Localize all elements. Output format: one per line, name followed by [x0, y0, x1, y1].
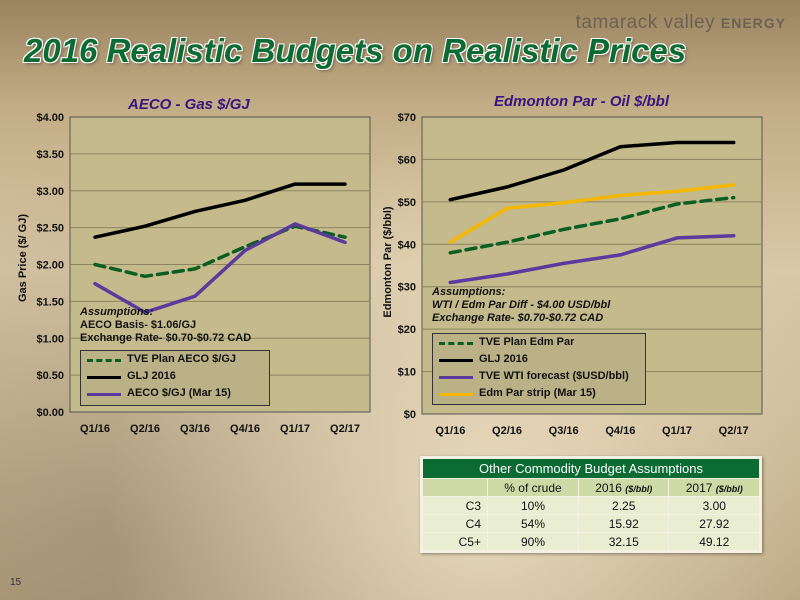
oil-legend: TVE Plan Edm Par GLJ 2016 TVE WTI foreca…: [432, 333, 646, 405]
table-header: % of crude: [487, 478, 579, 497]
gas-xtick-label: Q2/17: [330, 423, 360, 435]
gas-xtick-label: Q2/16: [130, 423, 160, 435]
oil-assumptions: Assumptions: WTI / Edm Par Diff - $4.00 …: [432, 286, 610, 325]
commodity-table: Other Commodity Budget Assumptions % of …: [420, 456, 762, 553]
legend-item: Edm Par strip (Mar 15): [433, 387, 645, 401]
gas-ytick-label: $2.50: [36, 223, 64, 235]
legend-item: GLJ 2016: [433, 353, 645, 367]
oil-xtick-label: Q4/16: [605, 425, 635, 437]
legend-swatch: [439, 376, 473, 379]
legend-item: GLJ 2016: [81, 370, 269, 384]
oil-series-line-2: [448, 234, 736, 285]
gas-assumptions-line: AECO Basis- $1.06/GJ: [80, 319, 197, 331]
oil-xtick-label: Q2/17: [719, 425, 749, 437]
gas-legend: TVE Plan AECO $/GJ GLJ 2016 AECO $/GJ (M…: [80, 350, 270, 406]
oil-ytick-label: $10: [398, 367, 416, 379]
oil-ytick-label: $70: [398, 112, 416, 124]
oil-ytick-label: $0: [404, 409, 416, 421]
gas-assumptions-line: Exchange Rate- $0.70-$0.72 CAD: [80, 332, 252, 344]
brand-logo: tamarack valley ENERGY: [576, 12, 786, 34]
table-cell: C3: [422, 496, 488, 515]
oil-ytick-label: $60: [398, 154, 416, 166]
table-cell: 32.15: [577, 532, 670, 551]
oil-assumptions-heading: Assumptions:: [432, 286, 506, 298]
table-header: 2017 ($/bbl): [668, 478, 760, 497]
gas-chart-title: AECO - Gas $/GJ: [128, 96, 250, 113]
brand-name: tamarack valley: [575, 12, 716, 33]
brand-suffix: ENERGY: [720, 15, 786, 31]
oil-assumptions-line: Exchange Rate- $0.70-$0.72 CAD: [432, 312, 604, 324]
gas-ytick-label: $3.50: [36, 149, 64, 161]
gas-assumptions-heading: Assumptions:: [80, 306, 154, 318]
legend-label: TVE Plan AECO $/GJ: [127, 353, 237, 365]
oil-xtick-label: Q1/17: [662, 425, 692, 437]
legend-item: TVE Plan AECO $/GJ: [81, 353, 269, 367]
table-cell: 15.92: [577, 514, 670, 533]
gas-assumptions: Assumptions: AECO Basis- $1.06/GJ Exchan…: [80, 306, 251, 345]
gas-ytick-label: $1.00: [36, 333, 64, 345]
gas-ytick-label: $0.50: [36, 370, 64, 382]
legend-label: Edm Par strip (Mar 15): [479, 387, 596, 399]
table-cell: 3.00: [668, 496, 760, 515]
oil-chart-title: Edmonton Par - Oil $/bbl: [494, 93, 670, 110]
legend-item: TVE WTI forecast ($USD/bbl): [433, 370, 645, 384]
gas-ytick-label: $2.00: [36, 260, 64, 272]
legend-swatch: [87, 359, 121, 362]
legend-label: AECO $/GJ (Mar 15): [127, 387, 231, 399]
oil-ytick-label: $30: [398, 282, 416, 294]
gas-ytick-label: $4.00: [36, 112, 64, 124]
oil-assumptions-line: WTI / Edm Par Diff - $4.00 USD/bbl: [432, 299, 611, 311]
gas-ytick-label: $0.00: [36, 407, 64, 419]
gas-ytick-label: $3.00: [36, 186, 64, 198]
legend-item: TVE Plan Edm Par: [433, 336, 645, 350]
table-cell: C5+: [422, 532, 488, 551]
oil-ytick-label: $50: [398, 197, 416, 209]
table-row: C5+ 90% 32.15 49.12: [422, 532, 760, 551]
page-number: 15: [10, 577, 22, 588]
oil-series-line-3: [448, 183, 736, 244]
oil-xtick-label: Q2/16: [492, 425, 522, 437]
legend-label: TVE Plan Edm Par: [479, 336, 575, 348]
gas-xtick-label: Q1/16: [80, 423, 110, 435]
table-cell: C4: [422, 514, 488, 533]
gas-xtick-label: Q1/17: [280, 423, 310, 435]
oil-ytick-label: $20: [398, 324, 416, 336]
gas-series-line-1: [93, 182, 347, 239]
oil-series-line-0: [448, 195, 736, 255]
table-cell: 2.25: [577, 496, 670, 515]
slide-title: 2016 Realistic Budgets on Realistic Pric…: [24, 32, 687, 69]
legend-swatch: [439, 393, 473, 396]
gas-xtick-label: Q3/16: [180, 423, 210, 435]
legend-swatch: [87, 393, 121, 396]
table-row: C4 54% 15.92 27.92: [422, 514, 760, 533]
table-header: 2016 ($/bbl): [577, 478, 670, 497]
gas-xtick-label: Q4/16: [230, 423, 260, 435]
table-cell: 27.92: [668, 514, 760, 533]
legend-label: GLJ 2016: [479, 353, 528, 365]
table-cell: 54%: [487, 514, 579, 533]
table-cell: 10%: [487, 496, 579, 515]
table-cell: 90%: [487, 532, 579, 551]
oil-xtick-label: Q1/16: [435, 425, 465, 437]
legend-label: TVE WTI forecast ($USD/bbl): [479, 370, 629, 382]
table-cell: 49.12: [668, 532, 760, 551]
table-title: Other Commodity Budget Assumptions: [422, 458, 760, 479]
legend-item: AECO $/GJ (Mar 15): [81, 387, 269, 401]
table-row: C3 10% 2.25 3.00: [422, 496, 760, 515]
oil-xtick-label: Q3/16: [549, 425, 579, 437]
legend-label: GLJ 2016: [127, 370, 176, 382]
legend-swatch: [87, 376, 121, 379]
legend-swatch: [439, 359, 473, 362]
legend-swatch: [439, 342, 473, 345]
table-header: [422, 478, 488, 497]
oil-ytick-label: $40: [398, 239, 416, 251]
gas-ytick-label: $1.50: [36, 296, 64, 308]
gas-series-line-2: [93, 222, 347, 315]
oil-series-line-1: [448, 140, 736, 202]
